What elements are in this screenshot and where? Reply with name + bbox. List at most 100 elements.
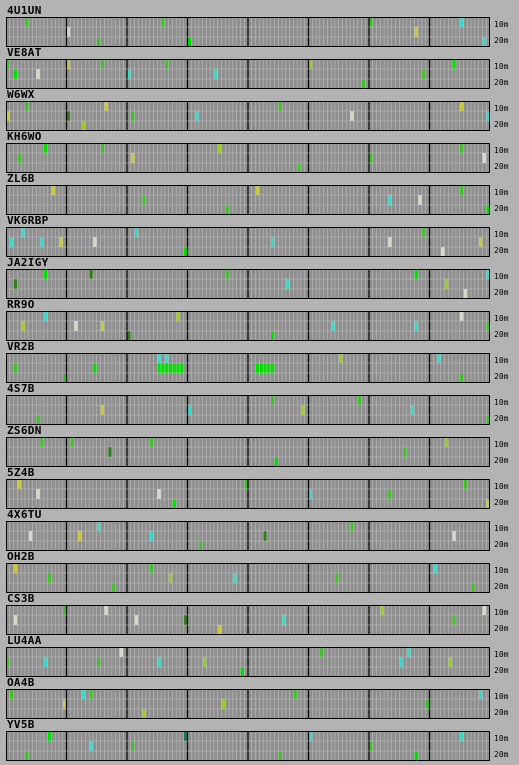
signal-spot [452, 531, 456, 541]
signal-spot [486, 321, 490, 331]
signal-spot [444, 437, 449, 447]
signal-spot [263, 363, 267, 373]
signal-spot [331, 321, 335, 331]
station-callsign: 5Z4B [7, 466, 35, 479]
signal-spot [100, 321, 105, 331]
signal-spot [452, 59, 456, 69]
signal-spot [357, 395, 362, 405]
signal-spot [406, 647, 411, 657]
station-row: LU4AA 10m 20m [0, 635, 519, 677]
signal-spot [369, 741, 373, 751]
signal-spot [293, 689, 298, 699]
band-label-top: 10m [494, 482, 509, 491]
station-row: ZS6DN 10m 20m [0, 425, 519, 467]
band-label-top: 10m [494, 356, 509, 365]
signal-spot [482, 153, 487, 163]
signal-spot [187, 405, 192, 415]
station-row: OA4B 10m 20m [0, 677, 519, 719]
signal-spot [43, 269, 48, 279]
signal-spot [13, 563, 18, 573]
station-callsign: OH2B [7, 550, 35, 563]
signal-spot [274, 457, 279, 467]
signal-spot [149, 437, 154, 447]
station-callsign: 4S7B [7, 382, 35, 395]
propagation-grid [6, 395, 490, 425]
propagation-grid [6, 269, 490, 299]
signal-spot [459, 17, 464, 27]
signal-spot [403, 447, 407, 457]
signal-spot [414, 27, 419, 37]
signal-spot [278, 101, 283, 111]
signal-spot [134, 615, 139, 625]
propagation-grid [6, 563, 490, 593]
signal-spot [172, 363, 177, 373]
signal-spot [418, 195, 422, 205]
station-row: RR9O 10m 20m [0, 299, 519, 341]
signal-spot [58, 237, 63, 247]
signal-spot [471, 583, 475, 593]
signal-spot [195, 111, 199, 121]
signal-spot [92, 363, 97, 373]
propagation-grid [6, 59, 490, 89]
signal-spot [221, 699, 226, 709]
propagation-grid [6, 353, 490, 383]
grid-border [6, 353, 490, 383]
signal-spot [486, 415, 490, 425]
signal-spot [482, 605, 487, 615]
signal-spot [100, 405, 105, 415]
signal-spot [13, 279, 18, 289]
signal-spot [157, 353, 162, 363]
signal-spot [66, 59, 71, 69]
signal-spot [486, 205, 490, 215]
band-label-bottom: 20m [494, 582, 509, 591]
station-row: 4S7B 10m 20m [0, 383, 519, 425]
grid-border [6, 311, 490, 341]
grid-border [6, 395, 490, 425]
grid-border [6, 479, 490, 509]
signal-spot [202, 657, 207, 667]
band-label-top: 10m [494, 440, 509, 449]
signal-spot [43, 311, 48, 321]
signal-spot [36, 415, 41, 425]
signal-spot [74, 321, 78, 331]
station-callsign: YV5B [7, 718, 35, 731]
signal-spot [28, 531, 33, 541]
signal-spot [17, 153, 22, 163]
signal-spot [486, 111, 490, 121]
signal-spot [130, 111, 135, 121]
signal-spot [414, 269, 419, 279]
band-label-bottom: 20m [494, 78, 509, 87]
grid-border [6, 731, 490, 761]
signal-spot [127, 331, 131, 341]
band-label-top: 10m [494, 62, 509, 71]
signal-spot [43, 143, 48, 153]
signal-spot [96, 37, 101, 47]
propagation-grid [6, 479, 490, 509]
signal-spot [96, 521, 101, 531]
signal-spot [81, 121, 86, 131]
signal-spot [300, 405, 305, 415]
signal-spot [89, 269, 93, 279]
signal-spot [43, 657, 48, 667]
station-row: VR2B 10m 20m [0, 341, 519, 383]
signal-spot [459, 143, 464, 153]
signal-spot [459, 101, 464, 111]
signal-spot [161, 363, 165, 373]
signal-spot [24, 751, 29, 761]
station-callsign: VE8AT [7, 46, 42, 59]
band-label-bottom: 20m [494, 120, 509, 129]
signal-spot [100, 143, 105, 153]
signal-spot [104, 101, 109, 111]
signal-spot [21, 227, 25, 237]
signal-spot [36, 69, 41, 79]
signal-spot [478, 689, 483, 699]
signal-spot [127, 69, 131, 79]
signal-spot [255, 363, 260, 373]
signal-spot [459, 731, 464, 741]
signal-spot [172, 499, 177, 509]
signal-spot [350, 111, 354, 121]
signal-spot [119, 647, 124, 657]
signal-spot [282, 615, 286, 625]
station-row: 4X6TU 10m 20m [0, 509, 519, 551]
signal-spot [149, 531, 154, 541]
